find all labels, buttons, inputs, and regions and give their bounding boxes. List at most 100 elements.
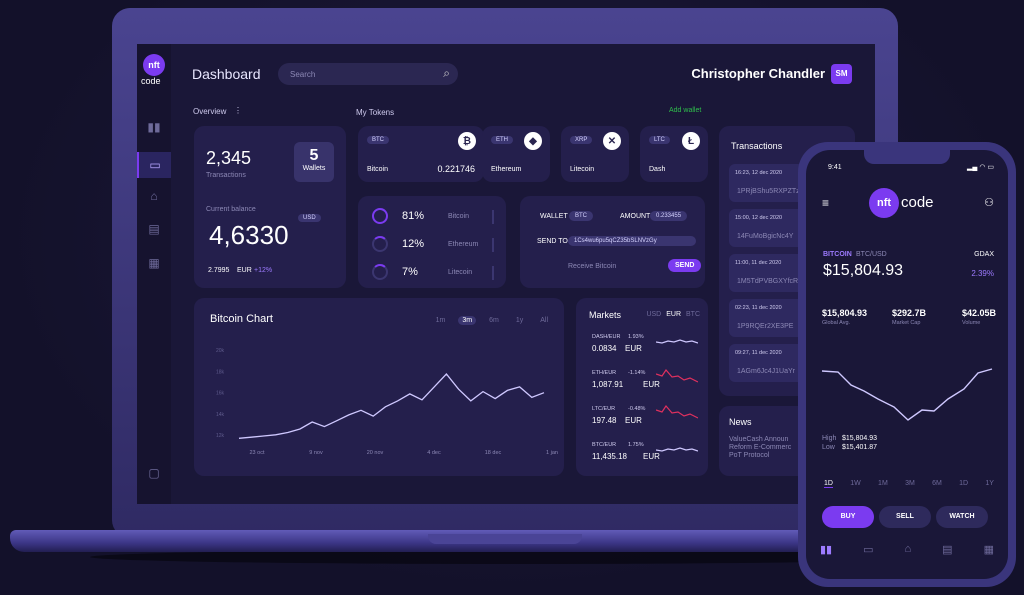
menu-icon[interactable]: ≡ (822, 196, 830, 210)
tab-calendar-icon[interactable]: ▦ (983, 544, 994, 556)
chart-icon[interactable]: ▮▮ (147, 120, 161, 134)
chart-range-tab[interactable]: All (540, 317, 548, 324)
allocation-bar (492, 210, 494, 224)
phone-range-tab[interactable]: 1D (824, 480, 833, 488)
chat-icon[interactable]: ▢ (148, 466, 160, 480)
overview-card: 2,345 Transactions 5 Wallets Current bal… (194, 126, 346, 288)
phone-range-tab[interactable]: 3M (905, 480, 915, 487)
phone-change: 2.39% (971, 269, 994, 278)
x-tick-label: 4 dec (427, 450, 441, 456)
phone-price-line (821, 368, 993, 421)
wallet-select[interactable]: BTC (569, 211, 593, 221)
market-sparkline[interactable] (656, 404, 698, 422)
sparkline-path (656, 405, 698, 419)
chart-range-tab[interactable]: 3m (458, 316, 477, 325)
phone-range-tab[interactable]: 1D (959, 480, 969, 487)
allocation-bar (492, 266, 494, 280)
market-change: 1.93% (628, 334, 644, 340)
card-icon[interactable]: ▤ (148, 222, 160, 236)
balance-currency[interactable]: USD (298, 214, 321, 222)
buy-button[interactable]: BUY (822, 506, 874, 528)
phone-stat-value: $292.7B (892, 308, 927, 318)
market-currency-tab[interactable]: BTC (686, 311, 700, 318)
market-unit: EUR (643, 452, 660, 461)
logo[interactable]: nft code (141, 54, 165, 86)
phone-stat-value: $42.05B (962, 308, 997, 318)
sparkline-path (656, 369, 698, 383)
market-currency-tab[interactable]: EUR (666, 311, 681, 318)
chart-range-tab[interactable]: 1y (515, 317, 524, 324)
market-change: -0.48% (628, 406, 646, 412)
transaction-hash: 1PRjBShu5RXPZTz (737, 188, 800, 195)
phone-range-tab[interactable]: 1M (878, 480, 888, 487)
chart-range-tab[interactable]: 1m (435, 317, 446, 324)
token-card[interactable]: BTC ₿ Bitcoin 0.221746 (358, 126, 484, 182)
transaction-hash: 1M5TdPVBGXYfcR (737, 278, 799, 285)
news-line-3[interactable]: PoT Protocol (729, 452, 770, 459)
avatar[interactable]: SM (831, 64, 852, 84)
news-line-1[interactable]: ValueCash Announ (729, 436, 789, 443)
amount-label: AMOUNT (620, 213, 651, 220)
market-sparkline[interactable] (656, 440, 698, 458)
phone-stat-label: Global Avg. (822, 320, 851, 326)
phone-range-tab[interactable]: 6M (932, 480, 942, 487)
transaction-date: 11:00, 11 dec 2020 (735, 260, 782, 266)
news-line-2[interactable]: Reform E-Commerc (729, 444, 792, 451)
phone-chart[interactable] (806, 355, 1008, 445)
search-input[interactable]: Search (290, 70, 316, 79)
market-pair: LTC/EUR (592, 406, 616, 412)
tab-card-icon[interactable]: ▤ (942, 544, 953, 556)
amount-input[interactable]: 0.233455 (650, 211, 688, 221)
market-price: 197.48 (592, 416, 617, 425)
market-pair: ETH/EUR (592, 370, 617, 376)
token-card[interactable]: LTC Ł Dash (640, 126, 708, 182)
market-unit: EUR (643, 380, 660, 389)
high-value: $15,804.93 (842, 435, 878, 442)
add-wallet-link[interactable]: Add wallet (669, 107, 702, 114)
tab-chart-icon[interactable]: ▮▮ (820, 544, 833, 556)
market-sparkline[interactable] (656, 332, 698, 350)
token-ticker: ETH (491, 136, 513, 144)
calendar-icon[interactable]: ▦ (148, 256, 160, 270)
phone-notch (864, 150, 950, 164)
ethereum-icon: ◆ (524, 132, 542, 150)
market-currency-tab[interactable]: USD (646, 311, 662, 318)
wallet-icon[interactable]: ▭ (137, 152, 171, 178)
tab-wallet-icon[interactable]: ▭ (863, 544, 874, 556)
market-unit: EUR (625, 416, 642, 425)
page-title: Dashboard (192, 66, 261, 82)
token-card[interactable]: XRP ✕ Litecoin (561, 126, 629, 182)
sendto-label: SEND TO (537, 238, 568, 245)
chart-plot[interactable]: 20k 18k 16k 14k 12k 23 oct 9 nov 20 nov 4 dec 18 … (194, 298, 564, 476)
more-icon[interactable]: ⋮ (234, 106, 242, 115)
receive-link[interactable]: Receive Bitcoin (568, 263, 617, 270)
wallets-box[interactable]: 5 Wallets (294, 142, 334, 182)
x-tick-label: 20 nov (367, 450, 384, 456)
market-price: 1,087.91 (592, 380, 624, 389)
phone-stat-label: Volume (962, 320, 981, 326)
send-button[interactable]: SEND (668, 259, 702, 272)
home-icon[interactable]: ⌂ (150, 189, 158, 203)
search-icon[interactable]: ⌕ (443, 66, 450, 80)
x-tick-label: 23 oct (250, 450, 265, 456)
y-tick-label: 16k (216, 391, 225, 397)
phone-range-tab[interactable]: 1Y (985, 480, 994, 487)
user-icon[interactable]: ⚇ (984, 197, 994, 209)
sell-button[interactable]: SELL (879, 506, 931, 528)
market-sparkline[interactable] (656, 368, 698, 386)
wallets-value: 5 (309, 147, 319, 164)
transaction-date: 02:23, 11 dec 2020 (735, 305, 782, 311)
search-bar[interactable]: Search ⌕ (278, 63, 458, 85)
y-tick-label: 18k (216, 369, 225, 375)
address-input[interactable]: 1Cs4wu6pu5qCZ35bSLNVzGy (568, 236, 696, 246)
wallets-label: Wallets (302, 165, 326, 172)
eur-value: 2.7995 (208, 267, 230, 274)
watch-button[interactable]: WATCH (936, 506, 988, 528)
chart-range-tab[interactable]: 6m (489, 317, 499, 324)
allocation-name: Bitcoin (448, 213, 470, 220)
exchange[interactable]: GDAX (974, 251, 994, 258)
token-card[interactable]: ETH ◆ Ethereum (482, 126, 550, 182)
phone-range-tab[interactable]: 1W (850, 480, 861, 487)
tab-home-icon[interactable]: ⌂ (904, 543, 912, 555)
logo-mark: nft (143, 54, 165, 76)
